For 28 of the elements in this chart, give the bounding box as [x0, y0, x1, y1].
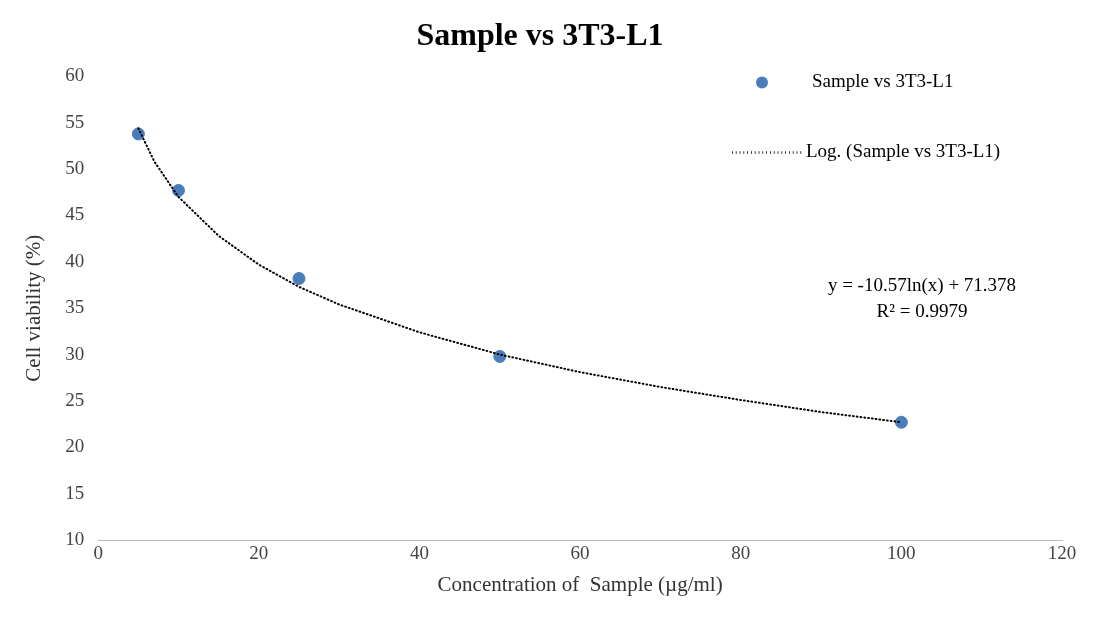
y-tick-label: 25: [65, 388, 85, 410]
point: [292, 272, 306, 286]
y-tick-label: 35: [65, 296, 85, 318]
point: [894, 415, 908, 429]
x-tick-label: 80: [731, 542, 751, 564]
y-tick-label: 10: [65, 527, 85, 549]
y-tick-label: 30: [65, 342, 85, 364]
x-tick-label: 0: [93, 542, 103, 564]
x-axis-title: Concentration of Sample (µg/ml): [437, 571, 723, 596]
y-tick-label: 50: [65, 157, 85, 179]
y-tick-label: 15: [65, 481, 85, 503]
legend-label: Log. (Sample vs 3T3-L1): [806, 140, 1001, 163]
y-axis-title: Cell viability (%): [21, 234, 46, 382]
x-tick-label: 120: [1047, 542, 1077, 564]
point: [172, 183, 186, 197]
x-tick-label: 100: [887, 542, 916, 564]
x-tick-label: 20: [249, 542, 269, 564]
y-tick-label: 55: [65, 110, 85, 132]
chart-title: Sample vs 3T3-L1: [416, 16, 664, 53]
annotation: y = -10.57ln(x) + 71.378: [827, 274, 1017, 297]
x-tick-label: 60: [570, 542, 590, 564]
y-tick-label: 40: [65, 249, 85, 271]
x-tick-label: 40: [409, 542, 429, 564]
y-tick-label: 45: [65, 203, 85, 225]
annotation: R² = 0.9979: [876, 300, 968, 322]
y-tick-label: 60: [65, 64, 85, 86]
y-tick-label: 20: [65, 435, 85, 457]
legend-label: Sample vs 3T3-L1: [812, 70, 954, 92]
